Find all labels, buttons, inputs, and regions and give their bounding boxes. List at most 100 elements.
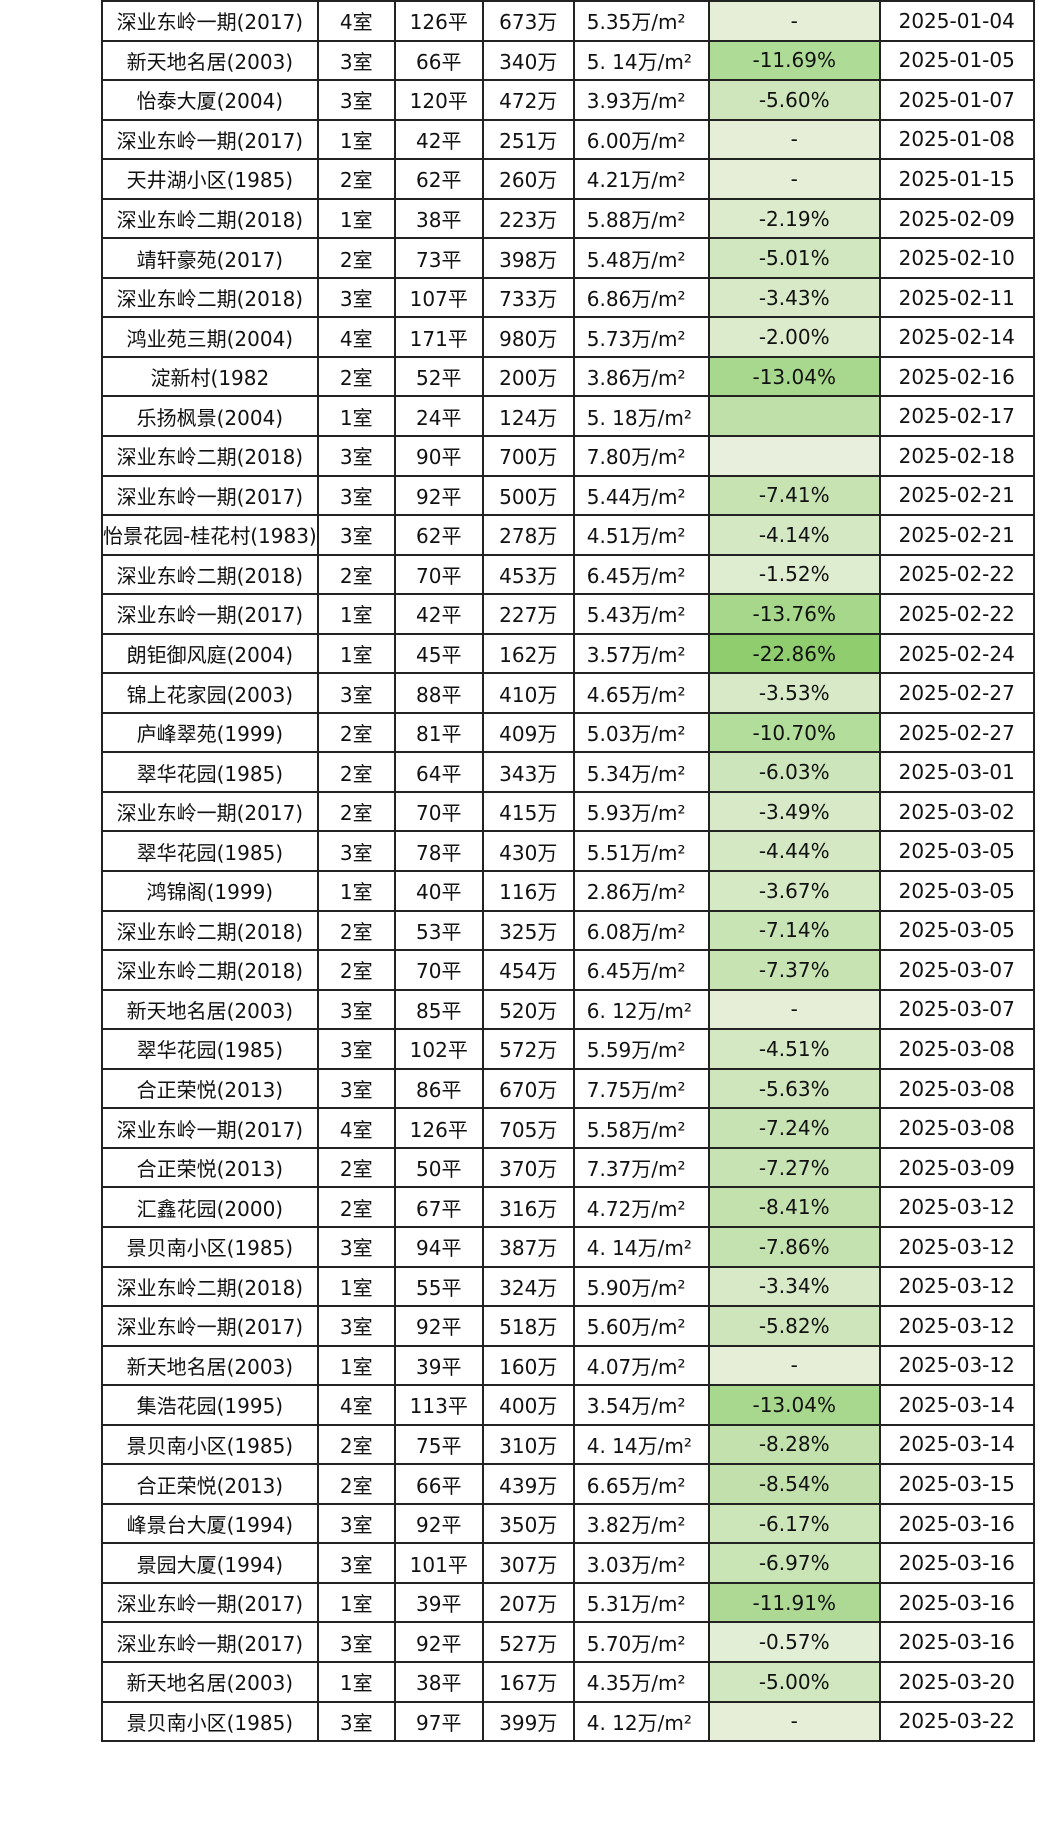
table-row: 新天地名居(2003) 1室 38平 167万 4.35万/m² -5.00% 2025-0… — [101, 1660, 1035, 1703]
date-cell: 2025-03-12 — [878, 1265, 1035, 1308]
area-cell: 42平 — [393, 593, 484, 635]
property-name-cell: 景贝南小区(1985) — [101, 1225, 319, 1268]
area-cell: 107平 — [393, 276, 484, 319]
total-price-cell: 670万 — [481, 1067, 575, 1110]
unit-price-cell: 4.51万/m² — [572, 514, 710, 556]
price-change-cell: -5.82% — [707, 1305, 881, 1347]
table-row: 景贝南小区(1985) 3室 97平 399万 4. 12万/m² -2025-03-22 — [101, 1700, 1035, 1743]
table-row: 深业东岭二期(2018) 2室 53平 325万 6.08万/m² -7.14% 2025-… — [101, 909, 1035, 952]
price-change-cell: -11.91% — [707, 1581, 881, 1624]
rooms-cell: 4室 — [316, 0, 396, 42]
area-cell: 92平 — [393, 1502, 484, 1545]
unit-price-cell: 4.35万/m² — [572, 1660, 710, 1703]
rooms-cell: 3室 — [316, 830, 396, 873]
table-row: 峰景台大厦(1994) 3室 92平 350万 3.82万/m² -6.17% 2025-0… — [101, 1502, 1035, 1545]
total-price-cell: 439万 — [481, 1463, 575, 1505]
price-change-cell: -3.43% — [707, 276, 881, 319]
date-cell: 2025-02-21 — [878, 514, 1035, 556]
rooms-cell: 4室 — [316, 1107, 396, 1149]
unit-price-cell: 3.03万/m² — [572, 1542, 710, 1584]
total-price-cell: 116万 — [481, 870, 575, 912]
date-cell: 2025-01-15 — [878, 158, 1035, 200]
rooms-cell: 2室 — [316, 1463, 396, 1505]
total-price-cell: 398万 — [481, 237, 575, 279]
rooms-cell: 1室 — [316, 593, 396, 635]
property-name-cell: 怡泰大厦(2004) — [101, 79, 319, 121]
total-price-cell: 700万 — [481, 435, 575, 477]
date-cell: 2025-02-21 — [878, 474, 1035, 517]
unit-price-cell: 5.31万/m² — [572, 1581, 710, 1624]
area-cell: 55平 — [393, 1265, 484, 1308]
property-name-cell: 合正荣悦(2013) — [101, 1067, 319, 1110]
total-price-cell: 500万 — [481, 474, 575, 517]
total-price-cell: 278万 — [481, 514, 575, 556]
unit-price-cell: 5.58万/m² — [572, 1107, 710, 1149]
price-change-cell: -3.53% — [707, 672, 881, 714]
date-cell: 2025-02-10 — [878, 237, 1035, 279]
property-name-cell: 合正荣悦(2013) — [101, 1146, 319, 1189]
area-cell: 97平 — [393, 1700, 484, 1743]
rooms-cell: 1室 — [316, 1581, 396, 1624]
price-change-cell: - — [707, 988, 881, 1031]
rooms-cell: 3室 — [316, 39, 396, 82]
price-change-cell: -7.86% — [707, 1225, 881, 1268]
rooms-cell: 3室 — [316, 1028, 396, 1070]
total-price-cell: 340万 — [481, 39, 575, 82]
rooms-cell: 3室 — [316, 276, 396, 319]
area-cell: 53平 — [393, 909, 484, 952]
property-name-cell: 怡景花园-桂花村(1983) — [101, 514, 319, 556]
unit-price-cell: 4. 14万/m² — [572, 1423, 710, 1466]
unit-price-cell: 4. 14万/m² — [572, 1225, 710, 1268]
area-cell: 88平 — [393, 672, 484, 714]
area-cell: 40平 — [393, 870, 484, 912]
area-cell: 50平 — [393, 1146, 484, 1189]
unit-price-cell: 5.70万/m² — [572, 1621, 710, 1663]
table-row: 深业东岭一期(2017) 2室 70平 415万 5.93万/m² -3.49% 2025-… — [101, 790, 1035, 833]
unit-price-cell: 5.59万/m² — [572, 1028, 710, 1070]
unit-price-cell: 3.54万/m² — [572, 1384, 710, 1426]
table-row: 深业东岭二期(2018) 1室 55平 324万 5.90万/m² -3.34% 2025-… — [101, 1265, 1035, 1308]
table-row: 深业东岭二期(2018) 2室 70平 454万 6.45万/m² -7.37% 2025-… — [101, 949, 1035, 991]
price-change-cell: -2.00% — [707, 316, 881, 358]
price-change-cell: -5.00% — [707, 1660, 881, 1703]
area-cell: 62平 — [393, 158, 484, 200]
rooms-cell: 3室 — [316, 1305, 396, 1347]
property-name-cell: 鸿业苑三期(2004) — [101, 316, 319, 358]
unit-price-cell: 3.82万/m² — [572, 1502, 710, 1545]
unit-price-cell: 6.65万/m² — [572, 1463, 710, 1505]
total-price-cell: 453万 — [481, 553, 575, 596]
rooms-cell: 3室 — [316, 474, 396, 517]
area-cell: 62平 — [393, 514, 484, 556]
area-cell: 39平 — [393, 1344, 484, 1387]
property-name-cell: 翠华花园(1985) — [101, 751, 319, 793]
area-cell: 38平 — [393, 1660, 484, 1703]
table-row: 新天地名居(2003) 3室 85平 520万 6. 12万/m² -2025-03-07 — [101, 988, 1035, 1031]
unit-price-cell: 6.45万/m² — [572, 553, 710, 596]
total-price-cell: 399万 — [481, 1700, 575, 1743]
property-name-cell: 峰景台大厦(1994) — [101, 1502, 319, 1545]
total-price-cell: 518万 — [481, 1305, 575, 1347]
total-price-cell: 343万 — [481, 751, 575, 793]
date-cell: 2025-01-07 — [878, 79, 1035, 121]
total-price-cell: 527万 — [481, 1621, 575, 1663]
area-cell: 70平 — [393, 790, 484, 833]
price-change-cell: -6.03% — [707, 751, 881, 793]
table-row: 合正荣悦(2013) 3室 86平 670万 7.75万/m² -5.63% 2025-03… — [101, 1067, 1035, 1110]
unit-price-cell: 4.65万/m² — [572, 672, 710, 714]
date-cell: 2025-02-14 — [878, 316, 1035, 358]
table-row: 集浩花园(1995) 4室 113平 400万 3.54万/m² -13.04% 2025-… — [101, 1384, 1035, 1426]
price-change-cell: -4.44% — [707, 830, 881, 873]
unit-price-cell: 4.07万/m² — [572, 1344, 710, 1387]
transactions-table: 深业东岭一期(2017) 4室 126平 673万 5.35万/m² -2025-01-0… — [101, 0, 1035, 1743]
date-cell: 2025-02-16 — [878, 355, 1035, 398]
price-change-cell: - — [707, 1344, 881, 1387]
table-row: 靖轩豪苑(2017) 2室 73平 398万 5.48万/m² -5.01% 2025-02… — [101, 237, 1035, 279]
rooms-cell: 2室 — [316, 237, 396, 279]
property-name-cell: 深业东岭一期(2017) — [101, 1107, 319, 1149]
property-name-cell: 深业东岭一期(2017) — [101, 0, 319, 42]
date-cell: 2025-03-08 — [878, 1107, 1035, 1149]
table-body: 深业东岭一期(2017) 4室 126平 673万 5.35万/m² -2025-01-0… — [101, 0, 1035, 1743]
price-change-cell: -10.70% — [707, 711, 881, 754]
total-price-cell: 454万 — [481, 949, 575, 991]
rooms-cell: 2室 — [316, 1186, 396, 1228]
